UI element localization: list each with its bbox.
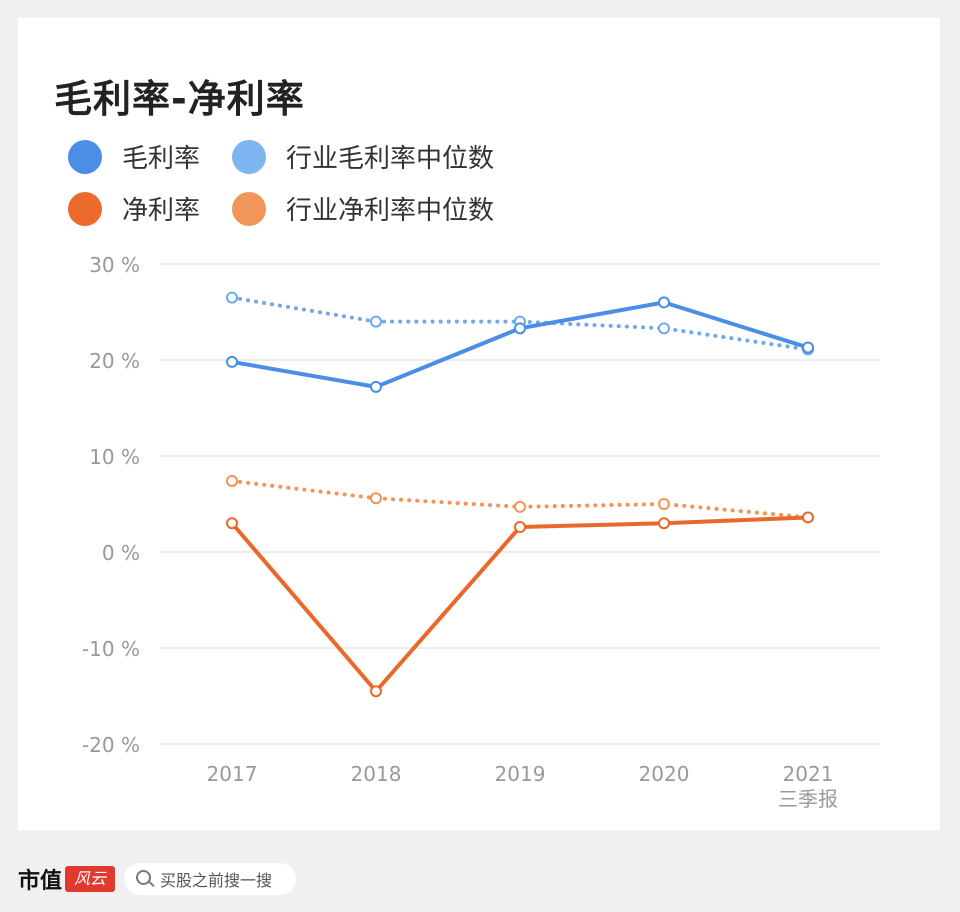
legend-dot-industry-net-margin <box>232 191 266 226</box>
search-icon <box>136 870 154 888</box>
legend-item-gross-margin: 毛利率 <box>68 138 200 175</box>
line-chart: 30 % 20 % 10 % 0 % -10 % -20 % 2017 2018 2019 202… <box>82 253 880 811</box>
x-tick-label: 2017 <box>207 762 258 786</box>
x-tick-sublabel: 三季报 <box>778 787 838 811</box>
series-line <box>230 515 810 694</box>
data-point <box>658 322 670 335</box>
footer-bar: 市值 风云 买股之前搜一搜 <box>0 845 960 912</box>
x-tick-label: 2019 <box>495 762 546 786</box>
data-point <box>370 380 382 393</box>
brand-name: 市值 <box>18 868 63 894</box>
chart-card: 毛利率-净利率 毛利率 行业毛利率中位数 净利率 行业净利率中位数 <box>18 18 940 830</box>
data-point <box>514 322 526 335</box>
data-point <box>370 315 382 328</box>
y-tick-label: 0 % <box>102 541 140 565</box>
data-point <box>658 296 670 309</box>
data-point <box>370 685 382 698</box>
y-tick-label: 20 % <box>89 349 140 373</box>
data-point <box>226 291 238 304</box>
y-tick-label: 10 % <box>89 445 140 469</box>
data-point <box>802 511 814 524</box>
brand-seal: 风云 <box>65 866 116 892</box>
legend-dot-gross-margin <box>68 139 102 174</box>
search-placeholder: 买股之前搜一搜 <box>160 871 273 890</box>
data-point <box>370 492 382 505</box>
y-tick-label: -10 % <box>82 637 140 661</box>
x-tick-label: 2020 <box>639 762 690 786</box>
y-tick-label: 30 % <box>89 253 140 277</box>
data-point <box>802 341 814 354</box>
data-point <box>226 355 238 368</box>
legend-item-industry-gross-margin: 行业毛利率中位数 <box>232 138 494 175</box>
legend-dot-net-margin <box>68 191 102 226</box>
x-tick-label: 2018 <box>351 762 402 786</box>
series-line <box>230 300 810 389</box>
x-tick-label: 2021 <box>783 762 834 786</box>
legend-item-net-margin: 净利率 <box>68 190 200 227</box>
legend-label-net-margin: 净利率 <box>122 196 201 226</box>
search-box[interactable]: 买股之前搜一搜 <box>124 863 296 895</box>
chart-title: 毛利率-净利率 <box>54 77 305 121</box>
legend-item-industry-net-margin: 行业净利率中位数 <box>232 190 494 227</box>
legend-label-industry-net-margin: 行业净利率中位数 <box>286 196 495 226</box>
legend-label-industry-gross-margin: 行业毛利率中位数 <box>286 144 495 174</box>
legend-dot-industry-gross-margin <box>232 139 266 174</box>
data-point <box>226 474 238 487</box>
data-point <box>658 517 670 530</box>
series-line <box>230 478 810 520</box>
y-tick-label: -20 % <box>82 733 140 757</box>
data-point <box>226 517 238 530</box>
data-point <box>514 521 526 534</box>
legend-label-gross-margin: 毛利率 <box>122 144 201 174</box>
data-point <box>658 498 670 510</box>
brand-logo: 市值 风云 <box>18 863 116 895</box>
data-point <box>514 500 526 513</box>
